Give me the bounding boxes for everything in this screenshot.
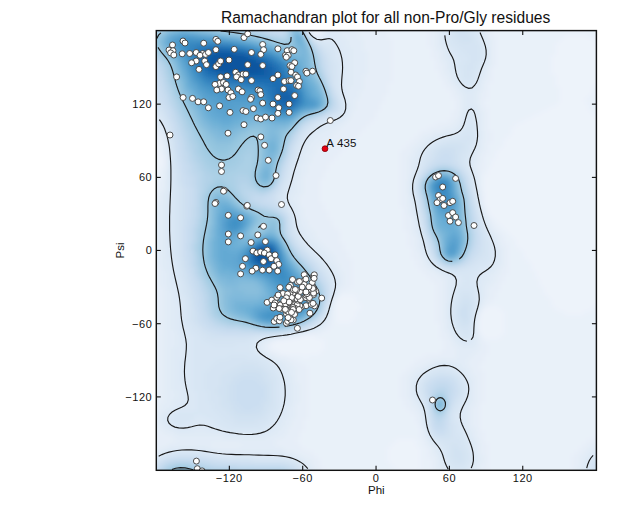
svg-text:Ramachandran plot for all non-: Ramachandran plot for all non-Pro/Gly re… — [221, 9, 551, 26]
svg-text:120: 120 — [513, 472, 533, 484]
svg-text:60: 60 — [139, 171, 152, 183]
svg-text:Psi: Psi — [114, 243, 126, 259]
svg-text:Phi: Phi — [368, 484, 385, 496]
svg-text:A 435: A 435 — [326, 137, 356, 149]
svg-text:0: 0 — [373, 472, 380, 484]
svg-text:−120: −120 — [216, 472, 243, 484]
svg-text:−60: −60 — [293, 472, 313, 484]
svg-text:0: 0 — [146, 244, 153, 256]
svg-text:60: 60 — [443, 472, 456, 484]
svg-text:120: 120 — [132, 98, 152, 110]
svg-text:−120: −120 — [125, 391, 152, 403]
svg-text:−60: −60 — [132, 318, 152, 330]
